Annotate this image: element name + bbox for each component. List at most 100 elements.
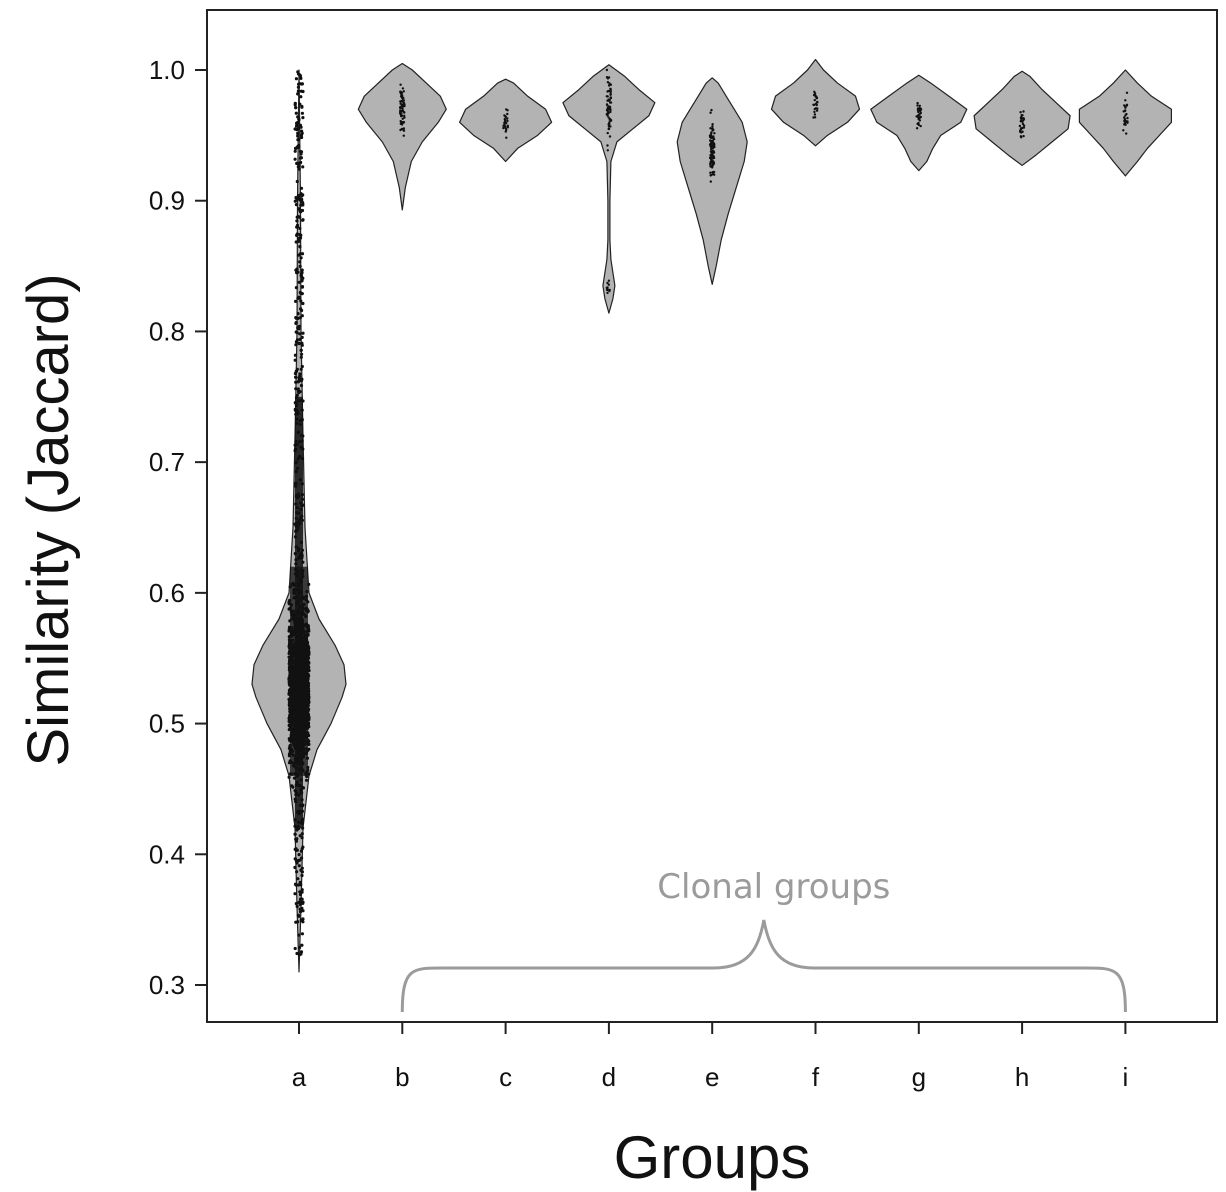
data-point [298,252,302,256]
data-point [287,775,291,779]
data-point [293,157,297,161]
data-point [294,902,298,906]
data-point [709,139,712,142]
data-point [813,98,816,102]
data-point [607,84,611,87]
data-point [401,105,405,108]
data-point [296,380,300,384]
data-point [298,73,302,77]
y-tick-label: 0.6 [149,578,185,608]
data-point [298,910,303,914]
data-point [1125,132,1128,135]
data-point [299,95,303,99]
data-point [298,907,302,911]
data-point [299,256,303,260]
data-point [607,283,610,286]
data-point [295,393,299,397]
data-point [503,123,506,127]
data-point [506,126,509,129]
x-tick-label: g [912,1062,926,1092]
data-point [295,870,299,874]
data-point [403,116,406,119]
x-tick-label: f [812,1062,820,1092]
data-point [504,130,507,133]
data-point [300,314,304,318]
dense-core-a [290,566,308,776]
violin-i [1078,69,1172,177]
data-point [608,99,611,102]
data-point [301,116,305,120]
data-point [296,913,300,918]
data-point [294,369,298,373]
data-point [294,320,298,325]
data-point [296,131,300,135]
data-point [299,210,303,214]
data-point [293,946,297,951]
data-point [1126,121,1129,125]
data-point [294,316,298,320]
data-point [297,82,301,86]
data-point [607,125,611,128]
data-point [609,83,613,86]
data-point [301,203,305,207]
data-point [711,125,714,128]
data-point [296,85,300,89]
data-point [504,115,507,118]
y-tick-label: 0.4 [149,839,185,869]
data-point [400,115,403,118]
data-point [606,90,610,93]
data-point [711,163,715,166]
data-point [709,111,712,114]
data-point [294,380,298,384]
y-tick-label: 0.8 [149,316,185,346]
data-point [300,888,304,892]
data-point [299,156,303,160]
data-point [299,367,303,371]
data-point [816,101,819,104]
data-point [399,128,402,132]
data-point [297,239,301,243]
data-point [712,160,715,163]
data-point [293,865,297,870]
data-point [402,111,405,114]
data-point [298,332,302,336]
data-point [402,120,406,124]
data-point [1125,91,1129,95]
data-point [710,153,713,157]
data-point [299,849,303,853]
data-point [606,291,609,295]
data-point [298,260,302,264]
data-point [1020,114,1023,117]
data-point [1018,124,1022,128]
data-point [296,120,300,125]
data-point [813,116,817,119]
y-tick-label: 1.0 [149,55,185,85]
data-point [304,778,309,782]
data-point [298,226,302,230]
y-tick-label: 0.7 [149,447,185,477]
data-point [607,123,611,126]
data-point [296,126,301,131]
data-point [607,279,611,282]
data-point [399,100,402,103]
violin-points-h [1018,110,1026,139]
data-point [294,240,298,244]
data-point [711,123,714,126]
data-point [709,127,712,130]
data-point [298,893,303,897]
data-point [300,308,304,313]
data-point [299,160,303,164]
data-point [300,832,304,836]
data-point [294,387,298,391]
data-point [1022,126,1026,129]
data-point [295,179,299,184]
data-point [607,127,611,131]
data-point [606,286,609,289]
data-point [298,316,302,320]
data-point [709,162,712,166]
data-point [1125,103,1129,107]
data-point [709,135,712,138]
violin-d [562,64,656,314]
data-point [709,160,713,163]
